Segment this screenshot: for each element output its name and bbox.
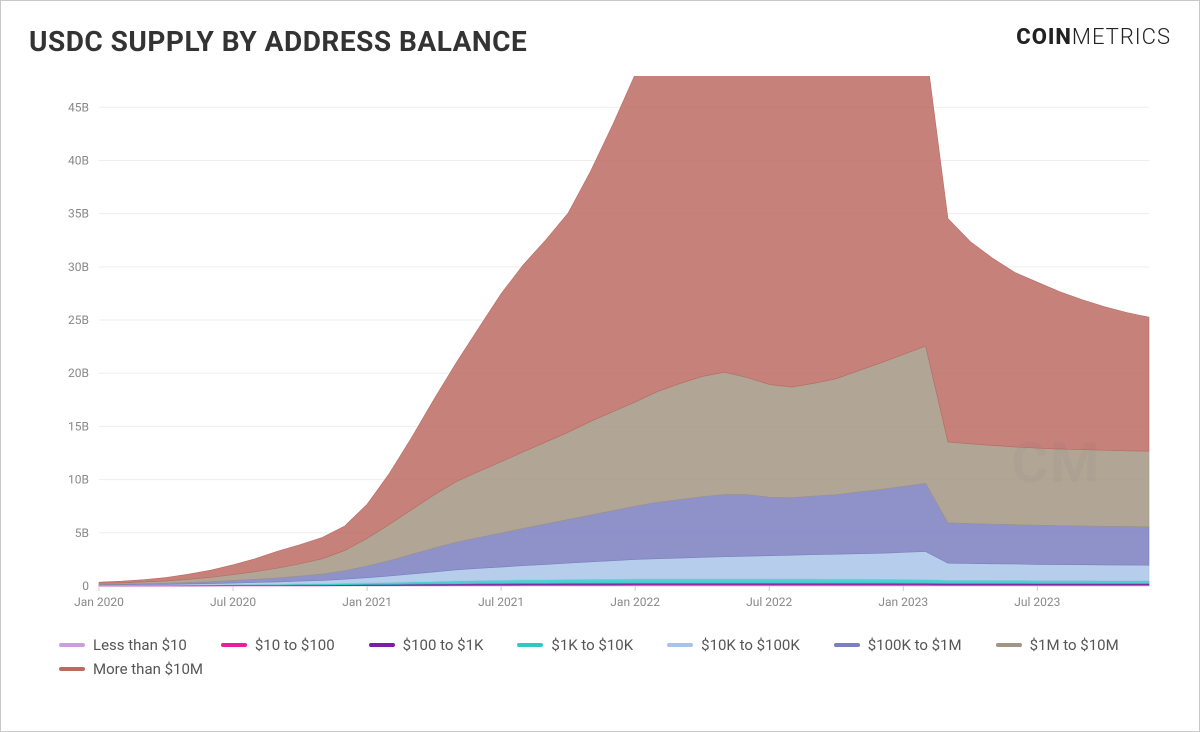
svg-text:45B: 45B <box>68 100 89 114</box>
stacked-area-chart: 0 5B 10B 15B 20B 25B 30B 35B 40B 45B Jan 2020 Jul 2… <box>29 76 1169 626</box>
legend: Less than $10 $10 to $100 $100 to $1K $1K t… <box>29 636 1171 678</box>
legend-swatch <box>667 643 693 647</box>
brand-bold: COIN <box>1016 25 1072 50</box>
svg-text:10B: 10B <box>68 473 89 487</box>
legend-label: $10K to $100K <box>701 636 800 654</box>
svg-text:5B: 5B <box>75 526 89 540</box>
chart-card: USDC SUPPLY BY ADDRESS BALANCE COINMETRI… <box>0 0 1200 732</box>
legend-label: $1K to $10K <box>551 636 633 654</box>
legend-item-lt10: Less than $10 <box>59 636 187 654</box>
chart-title: USDC SUPPLY BY ADDRESS BALANCE <box>29 25 527 58</box>
svg-text:25B: 25B <box>68 313 89 327</box>
legend-label: $100 to $1K <box>403 636 484 654</box>
legend-item-gt10m: More than $10M <box>59 660 203 678</box>
legend-swatch <box>369 643 395 647</box>
legend-label: $10 to $100 <box>255 636 335 654</box>
legend-swatch <box>834 643 860 647</box>
legend-label: $100K to $1M <box>868 636 962 654</box>
legend-swatch <box>996 643 1022 647</box>
svg-text:Jul 2021: Jul 2021 <box>478 595 524 609</box>
legend-item-10_100: $10 to $100 <box>221 636 335 654</box>
legend-item-10k_100k: $10K to $100K <box>667 636 800 654</box>
svg-text:15B: 15B <box>68 419 89 433</box>
legend-swatch <box>59 643 85 647</box>
legend-label: More than $10M <box>93 660 203 678</box>
brand-light: METRICS <box>1072 25 1171 50</box>
svg-text:Jan 2020: Jan 2020 <box>74 595 124 609</box>
svg-text:Jul 2023: Jul 2023 <box>1014 595 1060 609</box>
svg-text:Jan 2023: Jan 2023 <box>878 595 928 609</box>
svg-text:0: 0 <box>82 579 89 593</box>
svg-text:Jan 2021: Jan 2021 <box>342 595 392 609</box>
svg-text:30B: 30B <box>68 260 89 274</box>
svg-text:Jul 2022: Jul 2022 <box>746 595 792 609</box>
legend-item-1k_10k: $1K to $10K <box>517 636 633 654</box>
legend-swatch <box>59 667 85 671</box>
legend-swatch <box>517 643 543 647</box>
svg-text:Jan 2022: Jan 2022 <box>610 595 660 609</box>
svg-text:20B: 20B <box>68 366 89 380</box>
legend-item-1m_10m: $1M to $10M <box>996 636 1119 654</box>
chart-area: 0 5B 10B 15B 20B 25B 30B 35B 40B 45B Jan 2020 Jul 2… <box>29 76 1171 626</box>
brand-logo: COINMETRICS <box>1016 25 1171 50</box>
legend-item-100_1k: $100 to $1K <box>369 636 484 654</box>
legend-label: Less than $10 <box>93 636 187 654</box>
header: USDC SUPPLY BY ADDRESS BALANCE COINMETRI… <box>29 25 1171 58</box>
legend-item-100k_1m: $100K to $1M <box>834 636 962 654</box>
legend-swatch <box>221 643 247 647</box>
svg-text:35B: 35B <box>68 207 89 221</box>
legend-label: $1M to $10M <box>1030 636 1119 654</box>
svg-text:40B: 40B <box>68 153 89 167</box>
svg-text:Jul 2020: Jul 2020 <box>210 595 256 609</box>
